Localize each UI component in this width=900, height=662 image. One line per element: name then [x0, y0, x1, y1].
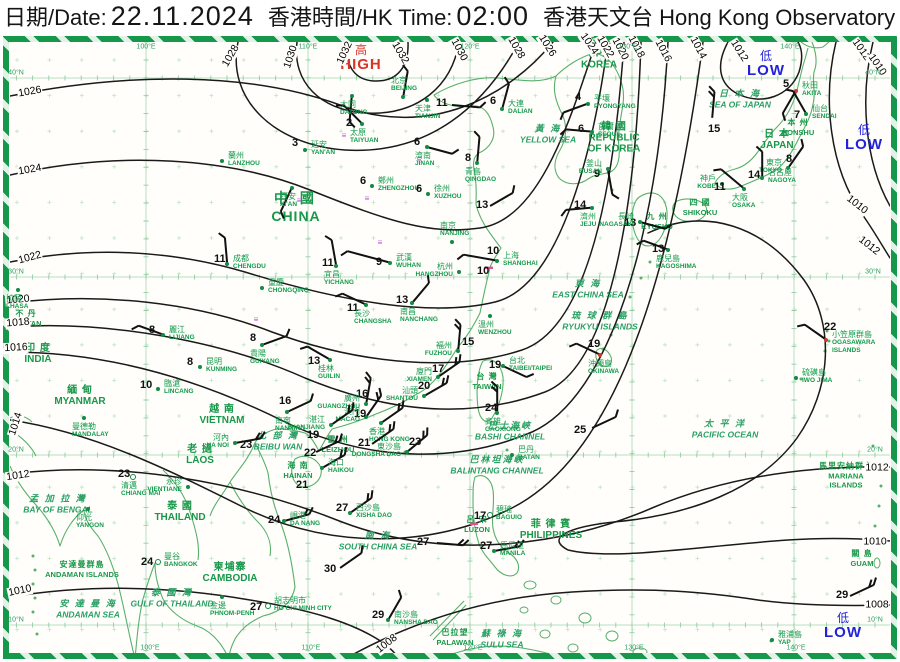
map-frame — [3, 36, 897, 659]
graticule-lines — [10, 43, 890, 652]
graticule-ticks — [15, 42, 876, 652]
isobar-1010-northeast — [828, 42, 890, 259]
coast-luzon — [472, 475, 520, 577]
coast-hainan — [291, 455, 322, 488]
isobar-1018 — [10, 42, 642, 410]
coast-hokkaido — [800, 42, 830, 49]
small-islands — [31, 188, 883, 653]
isobar-1010-pacific — [558, 220, 890, 555]
isobar-1032 — [346, 42, 409, 82]
coast-palawan — [429, 600, 467, 641]
isobar-1024 — [10, 42, 597, 231]
time-value: 02:00 — [456, 1, 529, 31]
time-label: 香港時間/HK Time: — [267, 5, 453, 30]
coast-taiwan — [476, 359, 504, 422]
isobar-1016 — [10, 42, 669, 455]
source-title: 香港天文台 Hong Kong Observatory — [543, 5, 896, 30]
coast-borneo — [453, 645, 549, 653]
isobar-1012-japan-low — [719, 42, 803, 100]
isobar-1012-south — [10, 466, 890, 546]
coast-myanmar — [10, 465, 135, 653]
isobar-1012-northeast — [865, 42, 890, 207]
coastlines — [10, 42, 830, 653]
coast-shikoku — [672, 198, 708, 223]
graticule-plus-marks — [15, 58, 862, 632]
isobar-1010-southwest — [10, 587, 396, 653]
coast-korea — [553, 53, 625, 185]
isobar-1008 — [354, 589, 890, 653]
date-label: 日期/Date: — [4, 5, 107, 30]
coast-gulf-thailand — [134, 562, 227, 653]
date-value: 22.11.2024 — [110, 1, 254, 31]
isobar-1014 — [10, 42, 704, 540]
isobars — [10, 42, 890, 653]
header: 日期/Date: 22.11.2024 香港時間/HK Time: 02:00 … — [0, 0, 900, 36]
isobar-1026 — [10, 42, 554, 119]
isobar-1020 — [10, 42, 625, 364]
isobar-1028 — [235, 42, 520, 152]
isobar-1022 — [10, 42, 609, 309]
border-laos-vietnam — [162, 442, 272, 561]
